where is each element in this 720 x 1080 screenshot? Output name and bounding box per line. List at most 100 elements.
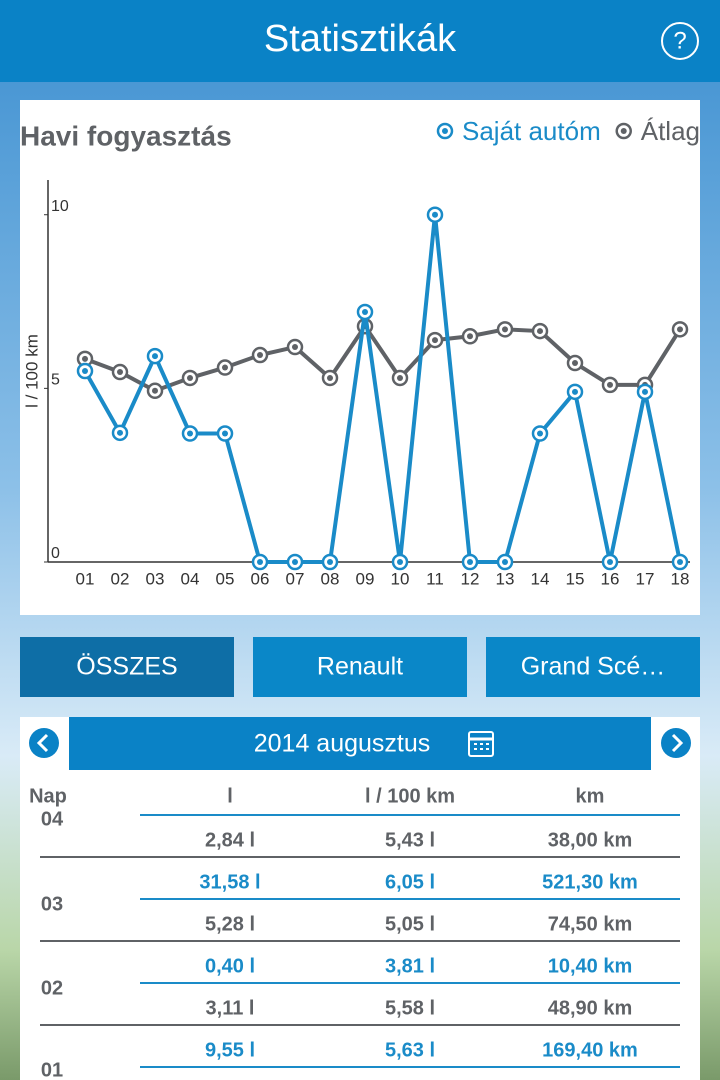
legend-dot[interactable] <box>620 128 627 134</box>
point-dot <box>397 559 403 565</box>
point-dot <box>677 326 683 333</box>
x-tick-label: 09 <box>356 569 375 588</box>
point-dot <box>607 559 613 565</box>
legend-label[interactable]: Saját autóm <box>462 116 601 146</box>
legend-label[interactable]: Átlag <box>641 116 700 146</box>
filter-button[interactable] <box>20 637 234 697</box>
column-header: km <box>576 785 605 807</box>
x-tick-label: 15 <box>566 569 585 588</box>
point-dot <box>327 559 333 565</box>
series-line <box>83 212 682 564</box>
cell: 38,00 km <box>548 829 633 851</box>
point-dot <box>82 355 88 362</box>
point-dot <box>607 381 613 388</box>
x-tick-label: 12 <box>461 569 480 588</box>
point-dot <box>222 364 228 371</box>
point-dot <box>292 344 298 351</box>
point-dot <box>117 429 123 436</box>
point-dot <box>677 559 683 565</box>
point-dot <box>187 430 193 437</box>
x-tick-label: 04 <box>181 569 200 588</box>
cell: 521,30 km <box>542 871 638 893</box>
month-bar[interactable] <box>69 717 651 770</box>
prev-month[interactable] <box>29 728 59 758</box>
x-tick-label: 17 <box>636 569 655 588</box>
x-tick-label: 14 <box>531 569 550 588</box>
filter-button[interactable] <box>253 637 467 697</box>
prev-arrow[interactable] <box>36 733 49 753</box>
point-dot <box>152 353 158 360</box>
point-dot <box>222 430 228 437</box>
point-dot <box>397 374 403 381</box>
x-tick-label: 10 <box>391 569 410 588</box>
point-dot <box>187 374 193 381</box>
x-tick-label: 07 <box>286 569 305 588</box>
chart-title: Havi fogyasztás <box>20 120 232 151</box>
point-dot <box>502 326 508 333</box>
cell: 169,40 km <box>542 1039 638 1061</box>
cell: 3,11 l <box>206 997 255 1019</box>
month-label[interactable]: 2014 augusztus <box>254 730 431 758</box>
cell: 5,58 l <box>385 997 435 1019</box>
x-tick-label: 16 <box>601 569 620 588</box>
x-tick-label: 06 <box>251 569 270 588</box>
help-icon[interactable]: ? <box>673 27 686 54</box>
point-dot <box>572 388 578 395</box>
point-dot <box>82 368 88 374</box>
point-dot <box>432 337 438 344</box>
filter-label[interactable]: Renault <box>317 653 403 681</box>
point-dot <box>642 388 648 395</box>
x-tick-label: 01 <box>76 569 95 588</box>
x-tick-label: 18 <box>671 569 690 588</box>
day-label: 02 <box>41 977 63 999</box>
cell: 10,40 km <box>548 955 633 977</box>
cell: 6,05 l <box>385 871 435 893</box>
point-dot <box>537 328 543 335</box>
column-header: l / 100 km <box>365 785 455 807</box>
point-dot <box>467 333 473 340</box>
y-tick-label: 0 <box>51 545 60 562</box>
x-tick-label: 05 <box>216 569 235 588</box>
point-dot <box>292 559 298 565</box>
point-dot <box>257 352 263 359</box>
filter-label[interactable]: Grand Scé… <box>521 653 666 681</box>
cell: 74,50 km <box>548 913 633 935</box>
cell: 5,05 l <box>385 913 435 935</box>
point-dot <box>502 559 508 565</box>
point-dot <box>467 559 473 565</box>
legend-dot[interactable] <box>441 128 448 134</box>
x-tick-label: 02 <box>111 569 130 588</box>
next-month[interactable] <box>661 728 691 758</box>
point-dot <box>432 211 438 218</box>
column-header: l <box>227 785 233 807</box>
point-dot <box>257 559 263 565</box>
y-tick-label: 10 <box>51 198 69 215</box>
point-dot <box>152 387 158 394</box>
point-dot <box>327 374 333 381</box>
x-tick-label: 13 <box>496 569 515 588</box>
day-label: 04 <box>41 808 64 830</box>
filter-label[interactable]: ÖSSZES <box>76 653 177 681</box>
point-dot <box>537 430 543 437</box>
cell: 2,84 l <box>205 829 255 851</box>
cell: 5,43 l <box>385 829 435 851</box>
cell: 5,63 l <box>385 1039 435 1061</box>
cell: 48,90 km <box>548 997 633 1019</box>
x-tick-label: 03 <box>146 569 165 588</box>
cell: 3,81 l <box>385 955 435 977</box>
point-dot <box>117 369 123 376</box>
header-title: Statisztikák <box>264 18 457 60</box>
filter-button[interactable] <box>486 637 700 697</box>
header-bar <box>0 0 720 82</box>
x-tick-label: 11 <box>426 569 444 588</box>
help-button[interactable] <box>661 22 699 60</box>
x-tick-label: 08 <box>321 569 340 588</box>
y-tick-label: 5 <box>51 372 60 389</box>
cell: 9,55 l <box>205 1039 255 1061</box>
point-dot <box>362 308 368 315</box>
y-axis-title: l / 100 km <box>22 334 41 408</box>
calendar-icon[interactable] <box>468 731 494 757</box>
next-arrow[interactable] <box>671 733 684 753</box>
